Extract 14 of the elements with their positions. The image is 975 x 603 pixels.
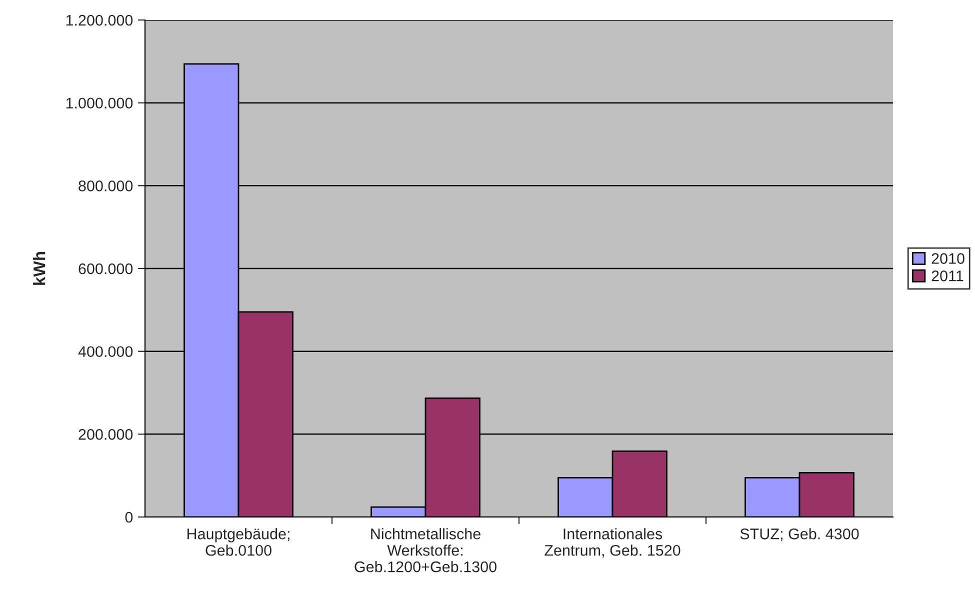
y-axis-title: kWh xyxy=(33,252,46,285)
legend-label: 2010 xyxy=(932,253,964,264)
y-tick-label: 600.000 xyxy=(78,263,133,274)
y-tick-label: 200.000 xyxy=(78,429,133,440)
y-tick-label: 0 xyxy=(125,512,133,523)
x-tick-label: STUZ; Geb. 4300 xyxy=(740,528,859,542)
y-tick-label: 400.000 xyxy=(78,346,133,358)
y-tick-label: 800.000 xyxy=(78,180,133,192)
y-tick-label: 1.000.000 xyxy=(66,98,133,109)
x-tick-label: Hauptgebäude; Geb.0100 xyxy=(188,528,290,556)
legend-label: 2011 xyxy=(932,270,964,282)
x-tick-label: Nichtmetallische Werkstoffe: Geb.1200+Geb.1300 xyxy=(354,528,496,572)
x-tick-label: Internationales Zentrum, Geb. 1520 xyxy=(544,528,680,558)
y-tick-label: 1.200.000 xyxy=(66,14,133,26)
